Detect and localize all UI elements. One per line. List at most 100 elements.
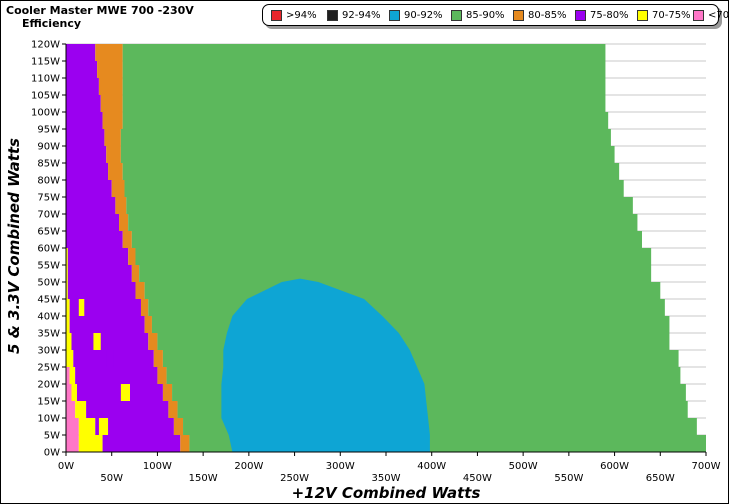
x-tick-label: 350W — [372, 473, 401, 484]
zone-lt70 — [66, 367, 70, 384]
zone-80-85 — [102, 112, 123, 129]
legend-swatch — [389, 10, 400, 21]
y-tick-label: 55W — [37, 261, 60, 272]
legend-label: 85-90% — [466, 10, 505, 21]
legend: >94% 92-94% 90-92% 85-90% 80-85% 75-80% 70-75%… — [262, 4, 729, 26]
zone-80-85 — [153, 350, 163, 367]
zone-85-90 — [139, 265, 652, 282]
zone-75-80 — [66, 214, 120, 231]
zone-80-85 — [140, 299, 149, 316]
zone-85-90 — [135, 248, 652, 265]
legend-label: <70% — [708, 10, 729, 21]
zone-85-90 — [126, 197, 633, 214]
x-tick-label: 300W — [326, 461, 355, 472]
zone-80-85 — [115, 197, 127, 214]
y-tick-label: 85W — [37, 159, 60, 170]
zone-85-90 — [122, 112, 609, 129]
y-tick-label: 70W — [37, 210, 60, 221]
x-tick-label: 450W — [463, 473, 492, 484]
zone-70-75 — [71, 384, 77, 401]
legend-label: 70-75% — [652, 10, 691, 21]
zone-80-85 — [173, 418, 184, 435]
legend-swatch — [637, 10, 648, 21]
y-tick-label: 20W — [37, 380, 60, 391]
zone-80-85 — [100, 95, 123, 112]
zone-80-85 — [119, 214, 129, 231]
x-tick-label: 550W — [554, 473, 583, 484]
x-tick-label: 700W — [692, 461, 721, 472]
zone-85-90 — [148, 299, 665, 316]
legend-item: <70% — [693, 9, 729, 22]
zone-75-80 — [66, 112, 103, 129]
y-tick-label: 120W — [31, 40, 60, 51]
zone-70-75 — [66, 299, 70, 316]
x-tick-label: 100W — [143, 461, 172, 472]
legend-swatch — [327, 10, 338, 21]
zone-speck — [113, 370, 121, 384]
chart-subtitle: Efficiency — [22, 17, 82, 30]
legend-swatch — [693, 10, 704, 21]
zone-80-85 — [148, 333, 158, 350]
zone-70-75 — [78, 418, 96, 435]
y-tick-label: 5W — [44, 431, 60, 442]
zone-speck — [87, 384, 96, 401]
zone-speck — [124, 418, 130, 435]
zone-85-90 — [122, 163, 620, 180]
legend-item: 75-80% — [575, 9, 629, 22]
zone-speck — [84, 285, 92, 299]
x-tick-label: 200W — [234, 461, 263, 472]
zone-80-85 — [104, 129, 121, 146]
zone-75-80 — [66, 163, 109, 180]
y-tick-label: 15W — [37, 397, 60, 408]
y-tick-label: 10W — [37, 414, 60, 425]
y-tick-label: 0W — [44, 448, 60, 459]
zone-75-80 — [66, 129, 105, 146]
zone-80-85 — [97, 61, 123, 78]
zone-lt70 — [66, 384, 72, 401]
legend-item: >94% — [271, 9, 317, 22]
zone-85-90 — [120, 146, 615, 163]
zone-speck — [93, 333, 101, 350]
x-tick-label: 500W — [509, 461, 538, 472]
zone-speck — [106, 350, 114, 367]
zone-75-80 — [67, 282, 136, 299]
x-tick-label: 650W — [646, 473, 675, 484]
zone-75-80 — [67, 265, 132, 282]
zone-75-80 — [66, 197, 116, 214]
zone-75-80 — [71, 333, 149, 350]
y-tick-label: 65W — [37, 227, 60, 238]
zone-85-90 — [124, 180, 624, 197]
y-tick-label: 60W — [37, 244, 60, 255]
legend-item: 85-90% — [451, 9, 505, 22]
zone-70-75 — [66, 282, 68, 299]
y-tick-label: 105W — [31, 91, 60, 102]
zone-80-85 — [162, 384, 173, 401]
y-tick-label: 45W — [37, 295, 60, 306]
x-tick-label: 50W — [100, 473, 123, 484]
zone-85-90 — [122, 95, 606, 112]
y-tick-label: 95W — [37, 125, 60, 136]
chart-title: Cooler Master MWE 700 -230V — [6, 4, 194, 17]
x-tick-label: 0W — [58, 461, 74, 472]
zone-75-80 — [76, 384, 163, 401]
zone-75-80 — [66, 44, 96, 61]
zone-75-80 — [66, 78, 99, 95]
y-tick-label: 35W — [37, 329, 60, 340]
zone-75-80 — [66, 146, 107, 163]
zone-75-80 — [66, 180, 112, 197]
zone-85-90 — [120, 129, 611, 146]
zone-lt70 — [66, 418, 79, 435]
zone-80-85 — [111, 180, 125, 197]
zone-75-80 — [66, 61, 98, 78]
zone-75-80 — [102, 435, 181, 452]
zone-85-90 — [144, 282, 661, 299]
zone-75-80 — [67, 248, 129, 265]
y-tick-label: 40W — [37, 312, 60, 323]
zone-75-80 — [69, 299, 141, 316]
zone-speck — [75, 248, 81, 265]
zone-80-85 — [106, 146, 121, 163]
zone-lt70 — [66, 435, 79, 452]
x-tick-label: 250W — [280, 473, 309, 484]
zone-speck — [98, 418, 109, 435]
